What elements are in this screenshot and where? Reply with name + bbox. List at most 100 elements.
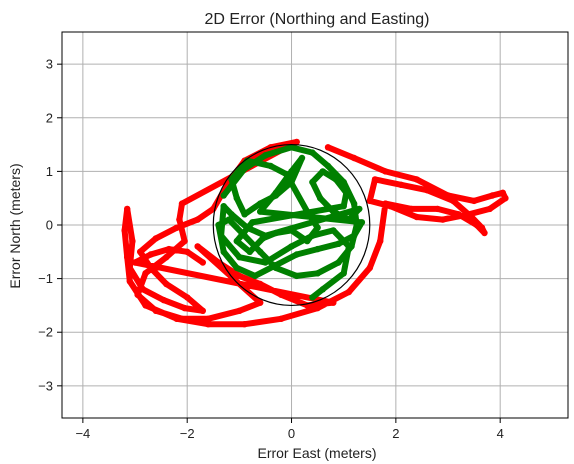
x-tick-label: 4 xyxy=(497,426,504,441)
data-point xyxy=(142,270,149,277)
data-point xyxy=(330,299,337,306)
data-point xyxy=(350,200,358,207)
y-axis-label: Error North (meters) xyxy=(7,163,23,288)
data-point xyxy=(424,187,431,194)
data-point xyxy=(129,237,136,245)
data-point xyxy=(257,299,264,306)
data-point xyxy=(340,203,347,210)
data-point xyxy=(319,286,326,293)
data-point xyxy=(408,205,415,213)
data-point xyxy=(345,288,353,296)
data-point xyxy=(314,270,321,277)
error-circle xyxy=(212,143,371,307)
data-point xyxy=(470,197,478,205)
x-tick-label: −2 xyxy=(180,426,195,441)
data-point xyxy=(473,221,480,229)
data-point xyxy=(184,248,191,255)
axis-ticks: −4 −2 0 2 4 −3 −2 −1 0 1 2 3 xyxy=(38,57,504,441)
data-point xyxy=(152,307,160,314)
data-point xyxy=(486,205,493,213)
data-point xyxy=(257,208,264,215)
data-point xyxy=(288,227,295,234)
data-point xyxy=(387,203,394,210)
data-point xyxy=(293,251,300,258)
data-point xyxy=(215,221,222,229)
data-point xyxy=(444,192,452,199)
data-point xyxy=(241,165,248,172)
data-point xyxy=(124,205,131,213)
data-point xyxy=(413,213,420,221)
data-point xyxy=(241,232,248,239)
data-point xyxy=(272,229,280,237)
data-point xyxy=(124,254,131,261)
data-point xyxy=(233,264,240,272)
data-point xyxy=(481,229,488,237)
data-point xyxy=(176,216,183,223)
data-point xyxy=(317,195,324,202)
data-point xyxy=(199,307,206,314)
data-point xyxy=(350,232,358,239)
data-point xyxy=(126,278,133,285)
data-point xyxy=(126,264,133,272)
data-point xyxy=(220,192,227,199)
data-point xyxy=(335,240,342,247)
data-point xyxy=(194,243,201,250)
data-point xyxy=(220,203,227,210)
data-point xyxy=(314,224,321,231)
data-point xyxy=(489,192,496,199)
data-point xyxy=(199,259,206,266)
data-point xyxy=(249,219,256,226)
data-point xyxy=(499,189,506,196)
data-point xyxy=(309,294,316,301)
data-point xyxy=(165,245,173,253)
data-point xyxy=(217,232,225,239)
data-point xyxy=(309,149,316,156)
data-point xyxy=(330,227,337,234)
data-point xyxy=(371,176,379,183)
data-point xyxy=(241,211,248,218)
data-point xyxy=(267,162,274,170)
data-point xyxy=(298,154,306,162)
data-point xyxy=(382,168,389,175)
data-point xyxy=(204,315,212,322)
data-point xyxy=(314,245,321,253)
data-point xyxy=(173,224,180,231)
data-point xyxy=(184,294,191,301)
x-tick-label: 0 xyxy=(288,426,295,441)
data-point xyxy=(215,259,222,266)
data-point xyxy=(137,248,144,255)
data-point xyxy=(413,176,420,183)
data-point xyxy=(236,307,243,314)
data-point xyxy=(304,237,311,245)
data-point xyxy=(309,232,316,239)
data-point xyxy=(257,280,264,288)
series-0 xyxy=(121,138,509,328)
y-tick-label: 3 xyxy=(46,57,53,72)
data-point xyxy=(262,259,269,266)
data-point xyxy=(283,170,290,178)
data-point xyxy=(332,176,340,183)
data-point xyxy=(181,237,188,245)
data-point xyxy=(257,248,264,255)
radius-circle xyxy=(212,143,371,307)
data-point xyxy=(134,291,141,298)
data-point xyxy=(439,216,446,223)
data-point xyxy=(330,208,337,215)
data-point xyxy=(152,235,160,242)
data-point xyxy=(220,248,227,255)
data-point xyxy=(251,272,259,280)
data-point xyxy=(340,270,347,277)
data-point xyxy=(366,197,373,205)
data-point xyxy=(340,178,347,186)
data-point xyxy=(131,259,139,266)
y-tick-label: 0 xyxy=(46,218,53,233)
data-point xyxy=(277,291,285,298)
data-point xyxy=(142,302,149,309)
data-point xyxy=(178,200,186,207)
data-point xyxy=(233,195,240,202)
data-point xyxy=(288,178,295,186)
data-point xyxy=(288,144,295,151)
data-point xyxy=(147,251,154,258)
data-point xyxy=(241,321,248,328)
